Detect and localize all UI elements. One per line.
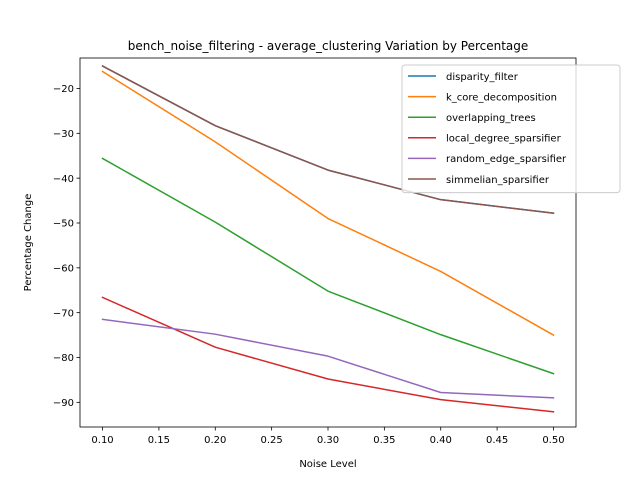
chart-title: bench_noise_filtering - average_clusteri… <box>128 39 529 53</box>
legend-label: random_edge_sparsifier <box>446 154 567 165</box>
y-tick-label: −40 <box>53 174 74 185</box>
series-line-overlapping-trees <box>101 157 555 375</box>
x-tick-label: 0.40 <box>430 435 452 446</box>
y-tick-label: −60 <box>53 263 74 274</box>
y-tick-label: −30 <box>53 129 74 140</box>
legend-label: simmelian_sparsifier <box>446 175 550 186</box>
y-axis-title: Percentage Change <box>23 194 34 292</box>
y-tick-label: −80 <box>53 353 74 364</box>
x-tick-label: 0.30 <box>317 435 339 446</box>
legend-label: k_core_decomposition <box>446 92 557 103</box>
legend-label: local_degree_sparsifier <box>446 134 562 145</box>
series-line-k-core-decomposition <box>101 70 555 337</box>
x-tick-label: 0.25 <box>261 435 283 446</box>
x-tick-label: 0.10 <box>91 435 113 446</box>
legend-box <box>401 64 621 194</box>
y-tick-label: −50 <box>53 219 74 230</box>
x-axis: 0.10 0.15 0.20 0.25 0.30 0.35 0.40 0.45 0.50 <box>91 427 565 446</box>
x-tick-label: 0.50 <box>542 435 564 446</box>
y-tick-label: −90 <box>53 398 74 409</box>
legend: disparity_filter k_core_decompositionover… <box>401 64 621 194</box>
y-tick-label: −70 <box>53 308 74 319</box>
x-tick-label: 0.15 <box>148 435 170 446</box>
x-axis-title: Noise Level <box>299 459 356 470</box>
series-line-local-degree-sparsifier <box>101 296 555 413</box>
legend-label: disparity_filter <box>446 72 519 83</box>
series-line-random-edge-sparsifier <box>101 318 555 399</box>
x-tick-label: 0.45 <box>486 435 508 446</box>
y-tick-label: −20 <box>53 84 74 95</box>
x-tick-label: 0.35 <box>373 435 395 446</box>
x-tick-label: 0.20 <box>204 435 226 446</box>
series-line-simmelian-sparsifier <box>101 65 555 214</box>
series-layer <box>101 65 555 413</box>
legend-label: overlapping_trees <box>446 113 536 124</box>
y-axis: −90 −80 −70 −60 −50 −40 −30 −20 <box>53 84 80 409</box>
